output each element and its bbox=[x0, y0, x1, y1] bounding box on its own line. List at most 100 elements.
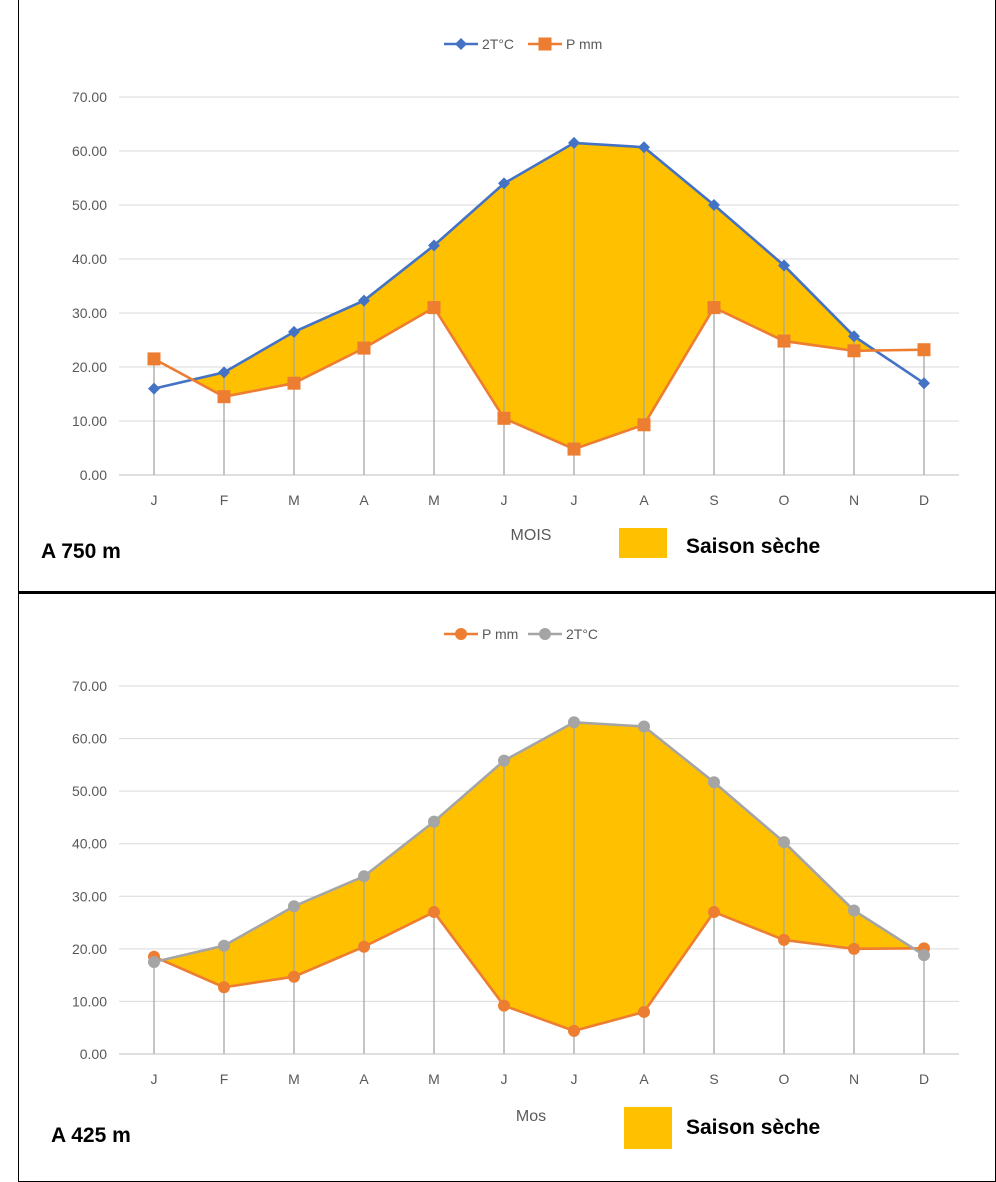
y-tick-label: 60.00 bbox=[72, 143, 107, 159]
data-point bbox=[148, 382, 160, 395]
legend-item: 2T°C bbox=[528, 626, 598, 642]
x-tick-label: J bbox=[501, 1071, 508, 1087]
series-line bbox=[153, 720, 925, 964]
x-tick-label: O bbox=[779, 1071, 790, 1087]
data-point bbox=[498, 754, 510, 767]
data-point bbox=[708, 776, 720, 789]
y-tick-label: 70.00 bbox=[72, 678, 107, 694]
dry-season-swatch bbox=[619, 528, 667, 558]
y-tick-label: 40.00 bbox=[72, 251, 107, 267]
data-point bbox=[848, 942, 860, 955]
data-point bbox=[147, 352, 161, 366]
dry-season-label: Saison sèche bbox=[686, 1116, 820, 1139]
data-point bbox=[778, 836, 790, 849]
legend-marker bbox=[538, 37, 552, 51]
series-line bbox=[153, 305, 925, 451]
legend: 2T°C P mm bbox=[444, 36, 602, 52]
data-point bbox=[638, 141, 650, 154]
legend-marker bbox=[455, 38, 467, 50]
legend-label: P mm bbox=[566, 36, 602, 52]
data-point bbox=[218, 366, 230, 379]
x-tick-label: M bbox=[288, 492, 300, 508]
y-tick-label: 0.00 bbox=[80, 1046, 107, 1062]
y-tick-label: 50.00 bbox=[72, 783, 107, 799]
y-tick-label: 50.00 bbox=[72, 197, 107, 213]
x-tick-label: F bbox=[220, 492, 229, 508]
x-tick-label: J bbox=[501, 492, 508, 508]
y-tick-label: 20.00 bbox=[72, 359, 107, 375]
chart-panel-425m: 0.00 10.00 20.00 30.00 40.00 50.00 60.00 70.00 J… bbox=[18, 592, 996, 1182]
altitude-label: A 425 m bbox=[51, 1124, 131, 1147]
chart-panel-750m: 0.00 10.00 20.00 30.00 40.00 50.00 60.00 70.00 J… bbox=[18, 0, 996, 592]
legend-label: 2T°C bbox=[482, 36, 514, 52]
series-line bbox=[153, 910, 925, 1033]
legend-marker bbox=[539, 628, 551, 640]
drop-lines bbox=[153, 142, 925, 475]
x-axis-title: Mos bbox=[516, 1108, 546, 1125]
legend-item: 2T°C bbox=[444, 36, 514, 52]
legend-label: P mm bbox=[482, 626, 518, 642]
data-point bbox=[708, 906, 720, 919]
x-tick-label: S bbox=[709, 492, 718, 508]
climate-chart-750m: 0.00 10.00 20.00 30.00 40.00 50.00 60.00 70.00 J… bbox=[41, 36, 959, 563]
series-p-mm bbox=[147, 301, 931, 456]
data-point bbox=[497, 411, 511, 425]
data-point bbox=[288, 900, 300, 913]
data-point bbox=[708, 199, 720, 211]
legend-item: P mm bbox=[444, 626, 518, 642]
data-point bbox=[638, 1005, 650, 1018]
y-tick-label: 30.00 bbox=[72, 888, 107, 904]
data-point bbox=[148, 956, 160, 968]
dry-season-area bbox=[161, 722, 914, 1031]
data-point bbox=[707, 301, 721, 315]
x-axis-title: MOIS bbox=[511, 527, 552, 544]
data-point bbox=[567, 442, 581, 456]
legend-item: P mm bbox=[528, 36, 602, 52]
data-point bbox=[287, 376, 301, 390]
data-point bbox=[358, 870, 370, 883]
data-point bbox=[498, 177, 510, 190]
data-point bbox=[918, 949, 930, 962]
x-tick-label: N bbox=[849, 492, 859, 508]
x-tick-label: J bbox=[571, 1071, 578, 1087]
x-tick-label: A bbox=[359, 492, 369, 508]
data-point bbox=[218, 981, 230, 994]
data-point bbox=[778, 259, 790, 272]
data-point bbox=[428, 815, 440, 828]
y-tick-label: 60.00 bbox=[72, 731, 107, 747]
x-tick-label: J bbox=[151, 492, 158, 508]
x-tick-label: S bbox=[709, 1071, 718, 1087]
data-point bbox=[358, 294, 370, 307]
series-p-mm bbox=[148, 906, 930, 1037]
y-tick-label: 20.00 bbox=[72, 941, 107, 957]
altitude-label: A 750 m bbox=[41, 540, 121, 563]
data-point bbox=[288, 325, 300, 338]
legend-marker bbox=[455, 628, 467, 640]
y-tick-label: 10.00 bbox=[72, 413, 107, 429]
data-point bbox=[568, 136, 580, 149]
x-tick-label: D bbox=[919, 492, 929, 508]
x-tick-label: A bbox=[639, 492, 649, 508]
y-tick-label: 40.00 bbox=[72, 836, 107, 852]
data-point bbox=[638, 720, 650, 733]
series-2t-c bbox=[148, 716, 930, 968]
series-line bbox=[153, 141, 925, 390]
data-point bbox=[358, 940, 370, 953]
data-point bbox=[288, 970, 300, 983]
x-tick-label: O bbox=[779, 492, 790, 508]
data-point bbox=[777, 334, 791, 348]
data-point bbox=[498, 999, 510, 1012]
y-tick-label: 30.00 bbox=[72, 305, 107, 321]
dry-season-swatch bbox=[624, 1107, 672, 1149]
x-tick-label: M bbox=[288, 1071, 300, 1087]
data-point bbox=[637, 418, 651, 432]
data-point bbox=[917, 343, 931, 357]
data-point bbox=[217, 390, 231, 404]
data-point bbox=[847, 344, 861, 358]
x-tick-label: M bbox=[428, 1071, 440, 1087]
x-tick-label: J bbox=[151, 1071, 158, 1087]
data-point bbox=[778, 933, 790, 946]
drop-lines bbox=[153, 722, 925, 1054]
legend: P mm 2T°C bbox=[444, 626, 598, 642]
y-tick-label: 0.00 bbox=[80, 467, 107, 483]
